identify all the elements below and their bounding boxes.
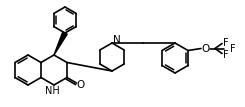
Polygon shape bbox=[54, 32, 67, 55]
Text: F: F bbox=[230, 44, 236, 54]
Text: O: O bbox=[77, 80, 85, 91]
Text: NH: NH bbox=[45, 86, 59, 96]
Text: F: F bbox=[223, 37, 229, 48]
Text: N: N bbox=[113, 35, 121, 45]
Text: F: F bbox=[223, 50, 229, 59]
Text: O: O bbox=[201, 44, 210, 54]
